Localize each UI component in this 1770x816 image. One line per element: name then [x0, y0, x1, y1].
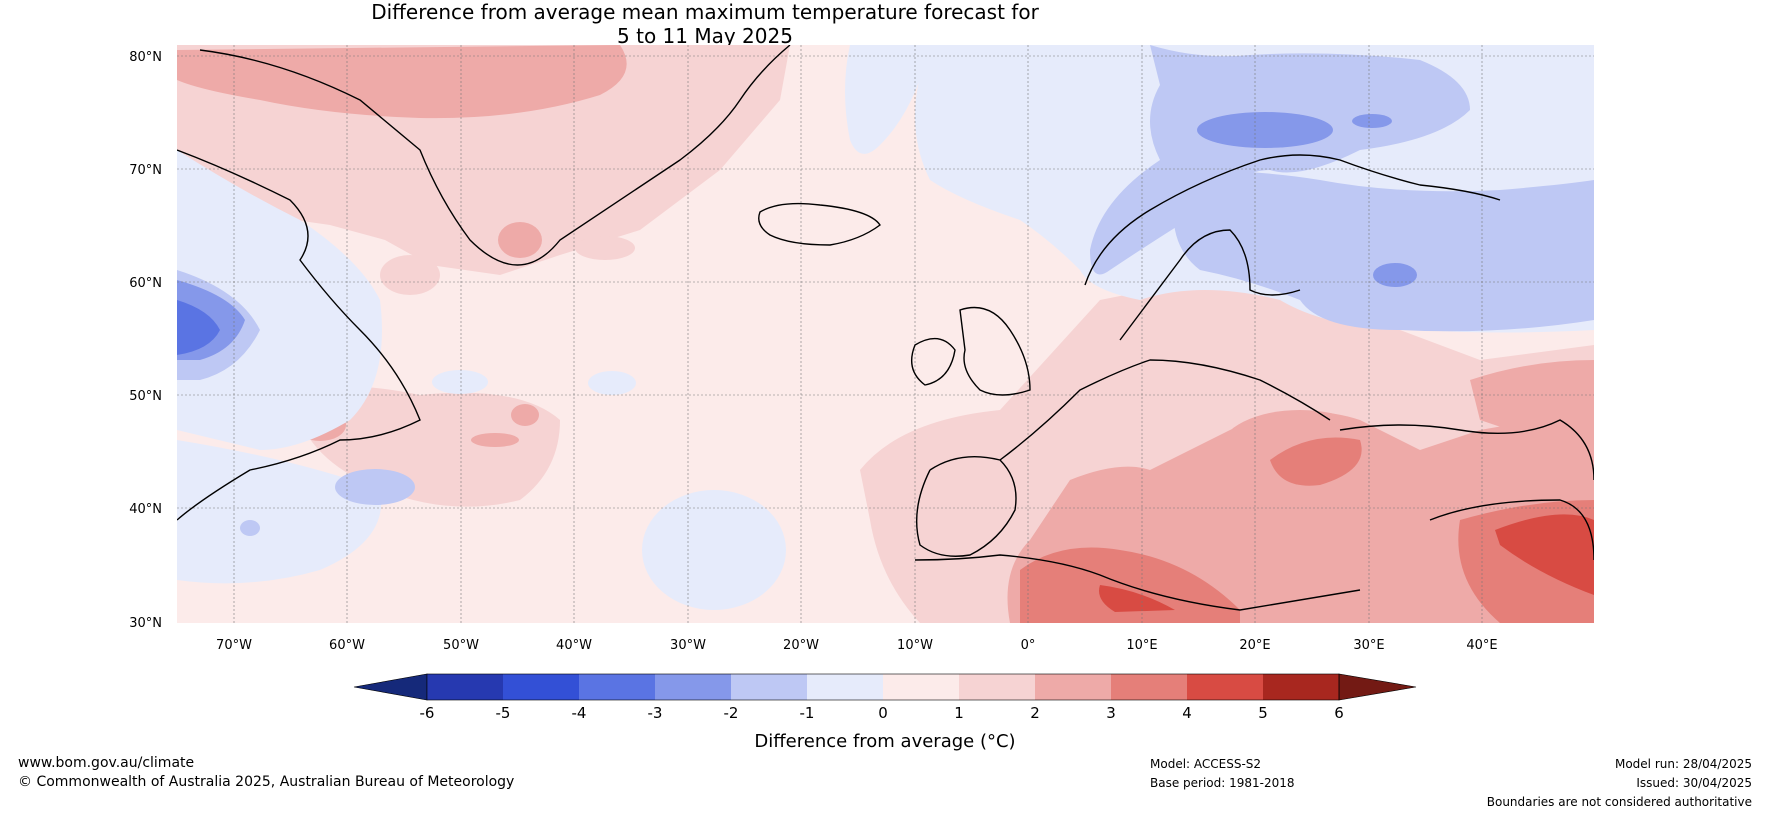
lon-label: 10°W	[897, 638, 933, 653]
disclaimer-text: Boundaries are not considered authoritat…	[1486, 795, 1752, 809]
colorbar-tick: 2	[1030, 704, 1040, 722]
colorbar-tick: -1	[800, 704, 815, 722]
colorbar-swatch	[427, 674, 503, 700]
copyright-text: © Commonwealth of Australia 2025, Austra…	[18, 774, 515, 790]
model-run-text: Model run: 28/04/2025	[1614, 757, 1752, 771]
lon-label: 60°W	[329, 638, 365, 653]
lat-label: 80°N	[129, 50, 162, 65]
lat-label: 30°N	[129, 616, 162, 631]
colorbar-swatch	[579, 674, 655, 700]
base-period-text: Base period: 1981-2018	[1150, 776, 1295, 790]
colorbar-swatch	[883, 674, 959, 700]
colorbar-tick: -6	[420, 704, 435, 722]
model-text: Model: ACCESS-S2	[1150, 757, 1262, 771]
colorbar-over-arrow	[1338, 673, 1417, 701]
colorbar-swatch	[959, 674, 1035, 700]
lon-label: 40°W	[556, 638, 592, 653]
colorbar-tick: -3	[648, 704, 663, 722]
colorbar-tick: 5	[1258, 704, 1268, 722]
anomaly-4-to-5	[1099, 514, 1594, 612]
website-link[interactable]: www.bom.gov.au/climate	[18, 755, 195, 771]
lat-label: 60°N	[129, 276, 162, 291]
colorbar-under-arrow	[353, 673, 428, 701]
lon-label: 40°E	[1466, 638, 1497, 653]
temperature-anomaly-field	[177, 45, 1594, 623]
lon-label: 10°E	[1126, 638, 1157, 653]
colorbar-tick: -2	[724, 704, 739, 722]
colorbar-tick: 3	[1106, 704, 1116, 722]
colorbar-tick: 4	[1182, 704, 1192, 722]
colorbar-swatch	[503, 674, 579, 700]
lon-label: 70°W	[216, 638, 252, 653]
title-line-2: 5 to 11 May 2025	[617, 24, 793, 48]
lon-label: 30°W	[670, 638, 706, 653]
colorbar-swatch	[807, 674, 883, 700]
lon-label: 20°W	[783, 638, 819, 653]
lon-label: 20°E	[1239, 638, 1270, 653]
issued-text: Issued: 30/04/2025	[1636, 776, 1752, 790]
lat-label: 70°N	[129, 163, 162, 178]
longitude-labels: 70°W 60°W 50°W 40°W 30°W 20°W 10°W 0° 10…	[216, 638, 1498, 653]
colorbar-tick: 0	[878, 704, 888, 722]
colorbar-tick: 1	[954, 704, 964, 722]
coastlines	[177, 45, 1594, 611]
lat-label: 50°N	[129, 389, 162, 404]
lat-label: 40°N	[129, 502, 162, 517]
colorbar-swatch	[1187, 674, 1263, 700]
colorbar-swatch	[731, 674, 807, 700]
lon-label: 0°	[1021, 638, 1036, 653]
colorbar	[353, 673, 1417, 701]
colorbar-swatch	[1263, 674, 1339, 700]
latitude-labels: 80°N 70°N 60°N 50°N 40°N 30°N	[129, 50, 162, 631]
title-line-1: Difference from average mean maximum tem…	[371, 0, 1039, 24]
colorbar-tick: 6	[1334, 704, 1344, 722]
colorbar-ticks: -6 -5 -4 -3 -2 -1 0 1 2 3 4 5 6	[420, 704, 1344, 722]
lon-label: 50°W	[443, 638, 479, 653]
colorbar-tick: -4	[572, 704, 587, 722]
anomaly-minus-4-to-minus-3	[177, 300, 220, 355]
graticule	[177, 45, 1594, 623]
colorbar-swatch	[655, 674, 731, 700]
map-title: Difference from average mean maximum tem…	[0, 0, 1410, 48]
colorbar-tick: -5	[496, 704, 511, 722]
colorbar-swatch	[1035, 674, 1111, 700]
colorbar-label: Difference from average (°C)	[754, 731, 1015, 752]
colorbar-swatch	[1111, 674, 1187, 700]
lon-label: 30°E	[1353, 638, 1384, 653]
